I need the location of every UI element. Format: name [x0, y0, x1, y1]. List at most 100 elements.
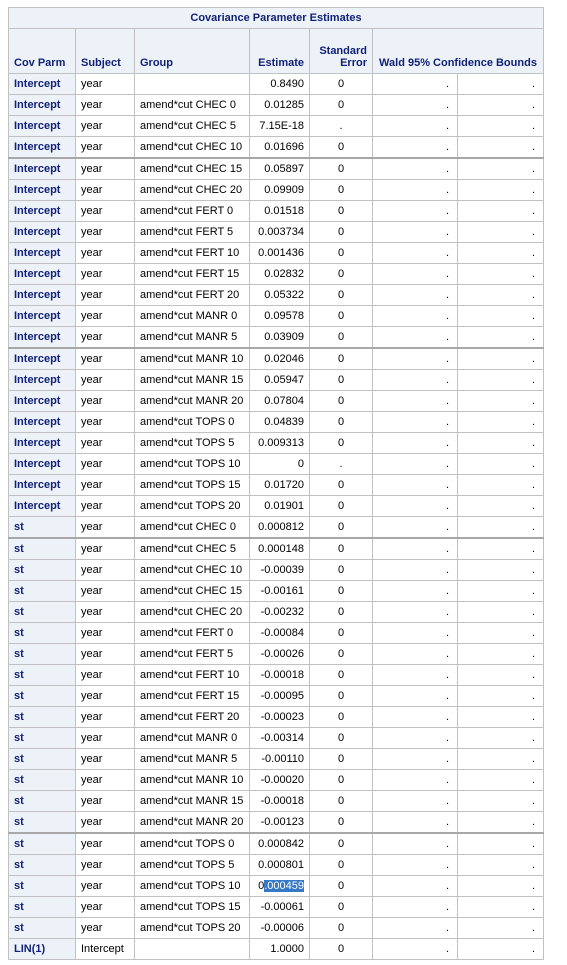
upper-bound-cell: . [457, 284, 544, 306]
table-row: st year amend*cut CHEC 0 0.000812 0.. [8, 516, 544, 539]
standard-error-cell: 0 [309, 369, 373, 391]
lower-bound-cell: . [372, 580, 458, 602]
table-row: LIN(1) Intercept 1.0000 0.. [8, 938, 544, 960]
lower-bound-cell: . [372, 769, 458, 791]
estimate-cell: 0.09909 [249, 179, 310, 201]
table-row: st year amend*cut CHEC 15 -0.00161 0.. [8, 580, 544, 602]
upper-bound-cell: . [457, 157, 544, 180]
cov-parm-cell: st [8, 664, 76, 686]
estimate-cell: 0.02046 [249, 347, 310, 370]
standard-error-cell: 0 [309, 580, 373, 602]
estimate-cell: -0.00023 [249, 706, 310, 728]
subject-cell: year [75, 811, 135, 834]
lower-bound-cell: . [372, 748, 458, 770]
lower-bound-cell: . [372, 136, 458, 159]
table-row: Intercept year amend*cut CHEC 0 0.01285 0.. [8, 94, 544, 116]
subject-cell: year [75, 664, 135, 686]
cov-parm-cell: Intercept [8, 115, 76, 137]
cov-parm-cell: Intercept [8, 495, 76, 517]
upper-bound-cell: . [457, 411, 544, 433]
group-cell: amend*cut FERT 15 [134, 685, 250, 707]
upper-bound-cell: . [457, 643, 544, 665]
standard-error-cell: 0 [309, 432, 373, 454]
table-row: Intercept year amend*cut MANR 10 0.02046 0.. [8, 347, 544, 370]
lower-bound-cell: . [372, 94, 458, 116]
estimate-cell: -0.00314 [249, 727, 310, 749]
group-cell [134, 938, 250, 960]
lower-bound-cell: . [372, 411, 458, 433]
lower-bound-cell: . [372, 832, 458, 855]
estimate-cell: 0.09578 [249, 305, 310, 327]
table-row: Intercept year amend*cut FERT 0 0.01518 0.. [8, 200, 544, 222]
lower-bound-cell: . [372, 917, 458, 939]
estimate-cell: 0.000812 [249, 516, 310, 539]
estimate-cell: -0.00018 [249, 664, 310, 686]
cov-parm-cell: Intercept [8, 369, 76, 391]
subject-cell: year [75, 832, 135, 855]
cov-parm-cell: st [8, 580, 76, 602]
subject-cell: year [75, 432, 135, 454]
header-standard-error-line2: Error [340, 57, 367, 69]
group-cell: amend*cut TOPS 15 [134, 474, 250, 496]
subject-cell: year [75, 390, 135, 412]
subject-cell: year [75, 516, 135, 539]
table-row: st year amend*cut CHEC 10 -0.00039 0.. [8, 559, 544, 581]
lower-bound-cell: . [372, 305, 458, 327]
table-body: Intercept year 0.8490 0.. Intercept year amend… [8, 73, 544, 960]
table-row: Intercept year amend*cut TOPS 20 0.01901 0.. [8, 495, 544, 517]
lower-bound-cell: . [372, 875, 458, 897]
group-cell: amend*cut CHEC 0 [134, 94, 250, 116]
estimate-cell: 0.03909 [249, 326, 310, 349]
upper-bound-cell: . [457, 748, 544, 770]
selected-text-highlight[interactable]: .000459 [264, 880, 304, 892]
standard-error-cell: 0 [309, 263, 373, 285]
standard-error-cell: 0 [309, 917, 373, 939]
upper-bound-cell: . [457, 664, 544, 686]
subject-cell: year [75, 474, 135, 496]
cov-parm-cell: Intercept [8, 284, 76, 306]
table-row: Intercept year 0.8490 0.. [8, 73, 544, 95]
estimate-cell: 0.05322 [249, 284, 310, 306]
standard-error-cell: . [309, 115, 373, 137]
upper-bound-cell: . [457, 94, 544, 116]
standard-error-cell: 0 [309, 685, 373, 707]
standard-error-cell: 0 [309, 875, 373, 897]
standard-error-cell: 0 [309, 326, 373, 349]
group-cell: amend*cut FERT 15 [134, 263, 250, 285]
upper-bound-cell: . [457, 347, 544, 370]
lower-bound-cell: . [372, 390, 458, 412]
group-cell: amend*cut CHEC 5 [134, 115, 250, 137]
group-cell: amend*cut MANR 20 [134, 390, 250, 412]
group-cell: amend*cut CHEC 5 [134, 537, 250, 560]
upper-bound-cell: . [457, 790, 544, 812]
lower-bound-cell: . [372, 453, 458, 475]
lower-bound-cell: . [372, 115, 458, 137]
lower-bound-cell: . [372, 516, 458, 539]
subject-cell: year [75, 305, 135, 327]
cov-parm-cell: st [8, 832, 76, 855]
estimate-cell: 0.05897 [249, 157, 310, 180]
cov-parm-cell: st [8, 769, 76, 791]
subject-cell: year [75, 769, 135, 791]
header-standard-error: Standard Error [309, 28, 373, 74]
estimate-cell: 0.07804 [249, 390, 310, 412]
group-cell: amend*cut TOPS 5 [134, 432, 250, 454]
header-estimate: Estimate [249, 28, 310, 74]
lower-bound-cell: . [372, 896, 458, 918]
subject-cell: year [75, 326, 135, 349]
upper-bound-cell: . [457, 326, 544, 349]
lower-bound-cell: . [372, 537, 458, 560]
header-group: Group [134, 28, 250, 74]
subject-cell: year [75, 643, 135, 665]
table-row: st year amend*cut CHEC 5 0.000148 0.. [8, 537, 544, 560]
cov-parm-cell: Intercept [8, 347, 76, 370]
cov-parm-cell: st [8, 685, 76, 707]
header-subject: Subject [75, 28, 135, 74]
upper-bound-cell: . [457, 390, 544, 412]
lower-bound-cell: . [372, 601, 458, 623]
standard-error-cell: 0 [309, 221, 373, 243]
table-row: Intercept year amend*cut TOPS 15 0.01720 0.. [8, 474, 544, 496]
table-row: Intercept year amend*cut CHEC 20 0.09909 0.. [8, 179, 544, 201]
upper-bound-cell: . [457, 242, 544, 264]
cov-parm-cell: Intercept [8, 263, 76, 285]
